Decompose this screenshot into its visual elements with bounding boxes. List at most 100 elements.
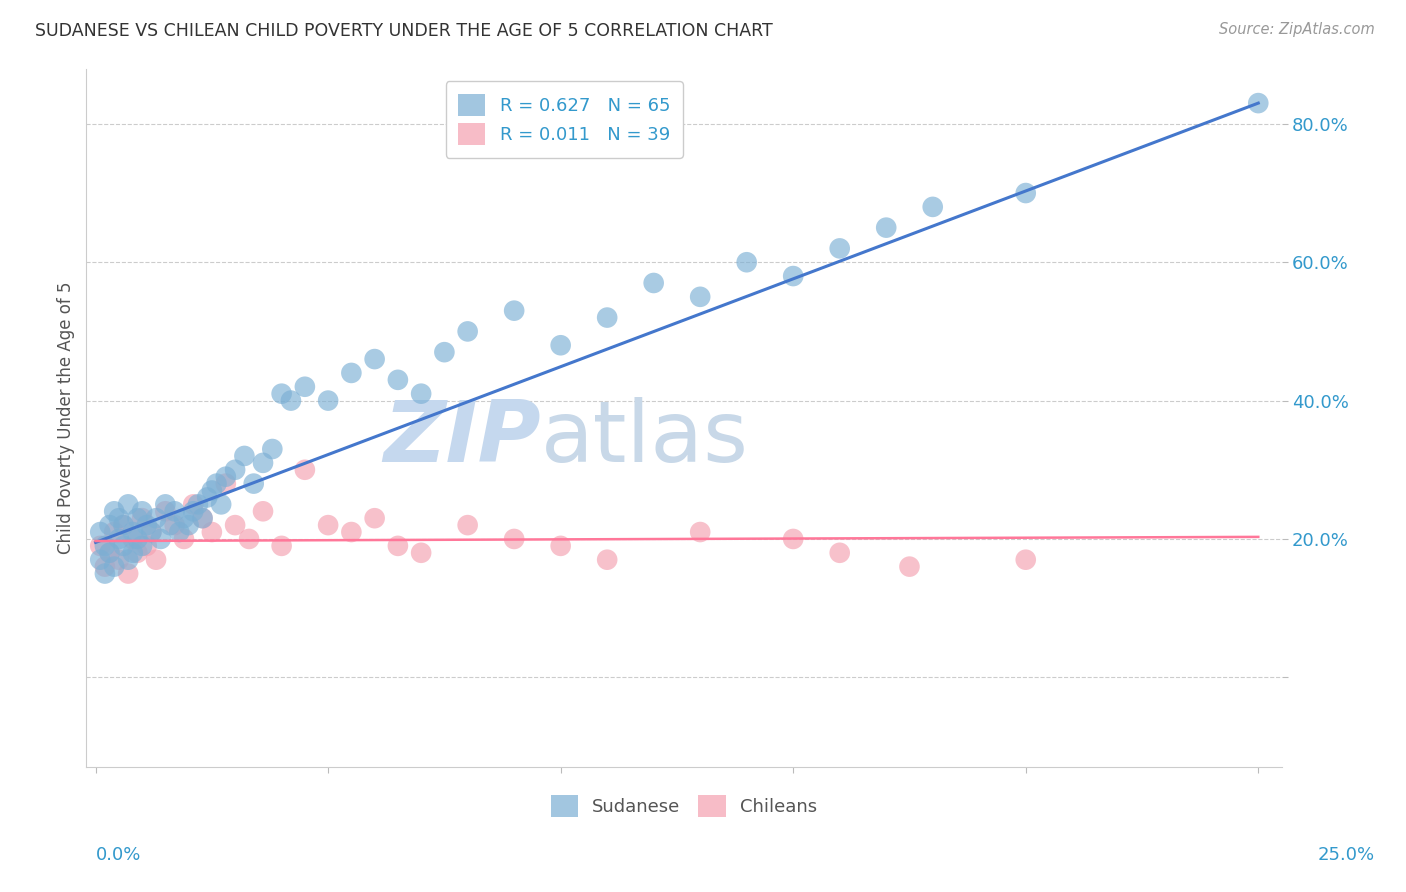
- Point: [411, 546, 433, 560]
- Point: [270, 539, 292, 553]
- Point: [238, 532, 260, 546]
- Text: 25.0%: 25.0%: [1317, 846, 1375, 863]
- Point: [108, 511, 131, 525]
- Point: [252, 504, 274, 518]
- Point: [205, 476, 228, 491]
- Point: [1015, 186, 1038, 200]
- Point: [262, 442, 284, 456]
- Point: [596, 310, 619, 325]
- Point: [224, 463, 246, 477]
- Point: [121, 546, 143, 560]
- Point: [828, 546, 851, 560]
- Point: [280, 393, 302, 408]
- Y-axis label: Child Poverty Under the Age of 5: Child Poverty Under the Age of 5: [58, 282, 75, 554]
- Point: [89, 552, 111, 566]
- Point: [201, 483, 224, 498]
- Point: [242, 476, 264, 491]
- Point: [163, 504, 186, 518]
- Point: [112, 518, 135, 533]
- Point: [98, 546, 121, 560]
- Point: [127, 511, 149, 525]
- Point: [503, 532, 526, 546]
- Point: [233, 449, 256, 463]
- Point: [121, 524, 143, 539]
- Point: [89, 524, 111, 539]
- Text: Source: ZipAtlas.com: Source: ZipAtlas.com: [1219, 22, 1375, 37]
- Point: [131, 511, 153, 525]
- Point: [89, 539, 111, 553]
- Point: [131, 504, 153, 518]
- Legend: Sudanese, Chileans: Sudanese, Chileans: [544, 789, 824, 824]
- Point: [117, 566, 139, 581]
- Point: [108, 532, 131, 546]
- Point: [94, 539, 117, 553]
- Point: [141, 524, 163, 539]
- Point: [340, 366, 363, 380]
- Point: [98, 518, 121, 533]
- Point: [131, 539, 153, 553]
- Point: [127, 532, 149, 546]
- Point: [112, 518, 135, 533]
- Point: [187, 497, 209, 511]
- Point: [135, 539, 157, 553]
- Text: SUDANESE VS CHILEAN CHILD POVERTY UNDER THE AGE OF 5 CORRELATION CHART: SUDANESE VS CHILEAN CHILD POVERTY UNDER …: [35, 22, 773, 40]
- Point: [121, 532, 143, 546]
- Point: [387, 539, 409, 553]
- Point: [98, 546, 121, 560]
- Point: [550, 338, 572, 352]
- Point: [782, 268, 804, 283]
- Point: [457, 325, 479, 339]
- Point: [145, 552, 167, 566]
- Point: [215, 476, 238, 491]
- Point: [117, 552, 139, 566]
- Point: [387, 373, 409, 387]
- Point: [127, 546, 149, 560]
- Point: [782, 532, 804, 546]
- Point: [363, 352, 385, 367]
- Point: [177, 518, 200, 533]
- Point: [108, 552, 131, 566]
- Point: [103, 504, 125, 518]
- Point: [503, 303, 526, 318]
- Point: [195, 491, 218, 505]
- Point: [898, 559, 921, 574]
- Point: [411, 386, 433, 401]
- Point: [173, 511, 195, 525]
- Point: [689, 524, 711, 539]
- Point: [875, 220, 897, 235]
- Point: [103, 524, 125, 539]
- Point: [689, 290, 711, 304]
- Point: [163, 518, 186, 533]
- Point: [828, 241, 851, 255]
- Point: [181, 497, 204, 511]
- Point: [94, 559, 117, 574]
- Point: [112, 539, 135, 553]
- Point: [209, 497, 232, 511]
- Point: [159, 518, 181, 533]
- Point: [191, 511, 214, 525]
- Point: [294, 380, 316, 394]
- Point: [316, 393, 339, 408]
- Point: [201, 524, 224, 539]
- Point: [643, 276, 665, 290]
- Point: [252, 456, 274, 470]
- Point: [215, 469, 238, 483]
- Point: [141, 524, 163, 539]
- Point: [169, 524, 191, 539]
- Point: [363, 511, 385, 525]
- Point: [433, 345, 456, 359]
- Point: [191, 511, 214, 525]
- Point: [103, 559, 125, 574]
- Point: [921, 200, 943, 214]
- Point: [1015, 552, 1038, 566]
- Point: [117, 497, 139, 511]
- Point: [316, 518, 339, 533]
- Point: [550, 539, 572, 553]
- Point: [173, 532, 195, 546]
- Point: [596, 552, 619, 566]
- Point: [294, 463, 316, 477]
- Point: [155, 504, 177, 518]
- Point: [135, 518, 157, 533]
- Point: [181, 504, 204, 518]
- Point: [149, 532, 172, 546]
